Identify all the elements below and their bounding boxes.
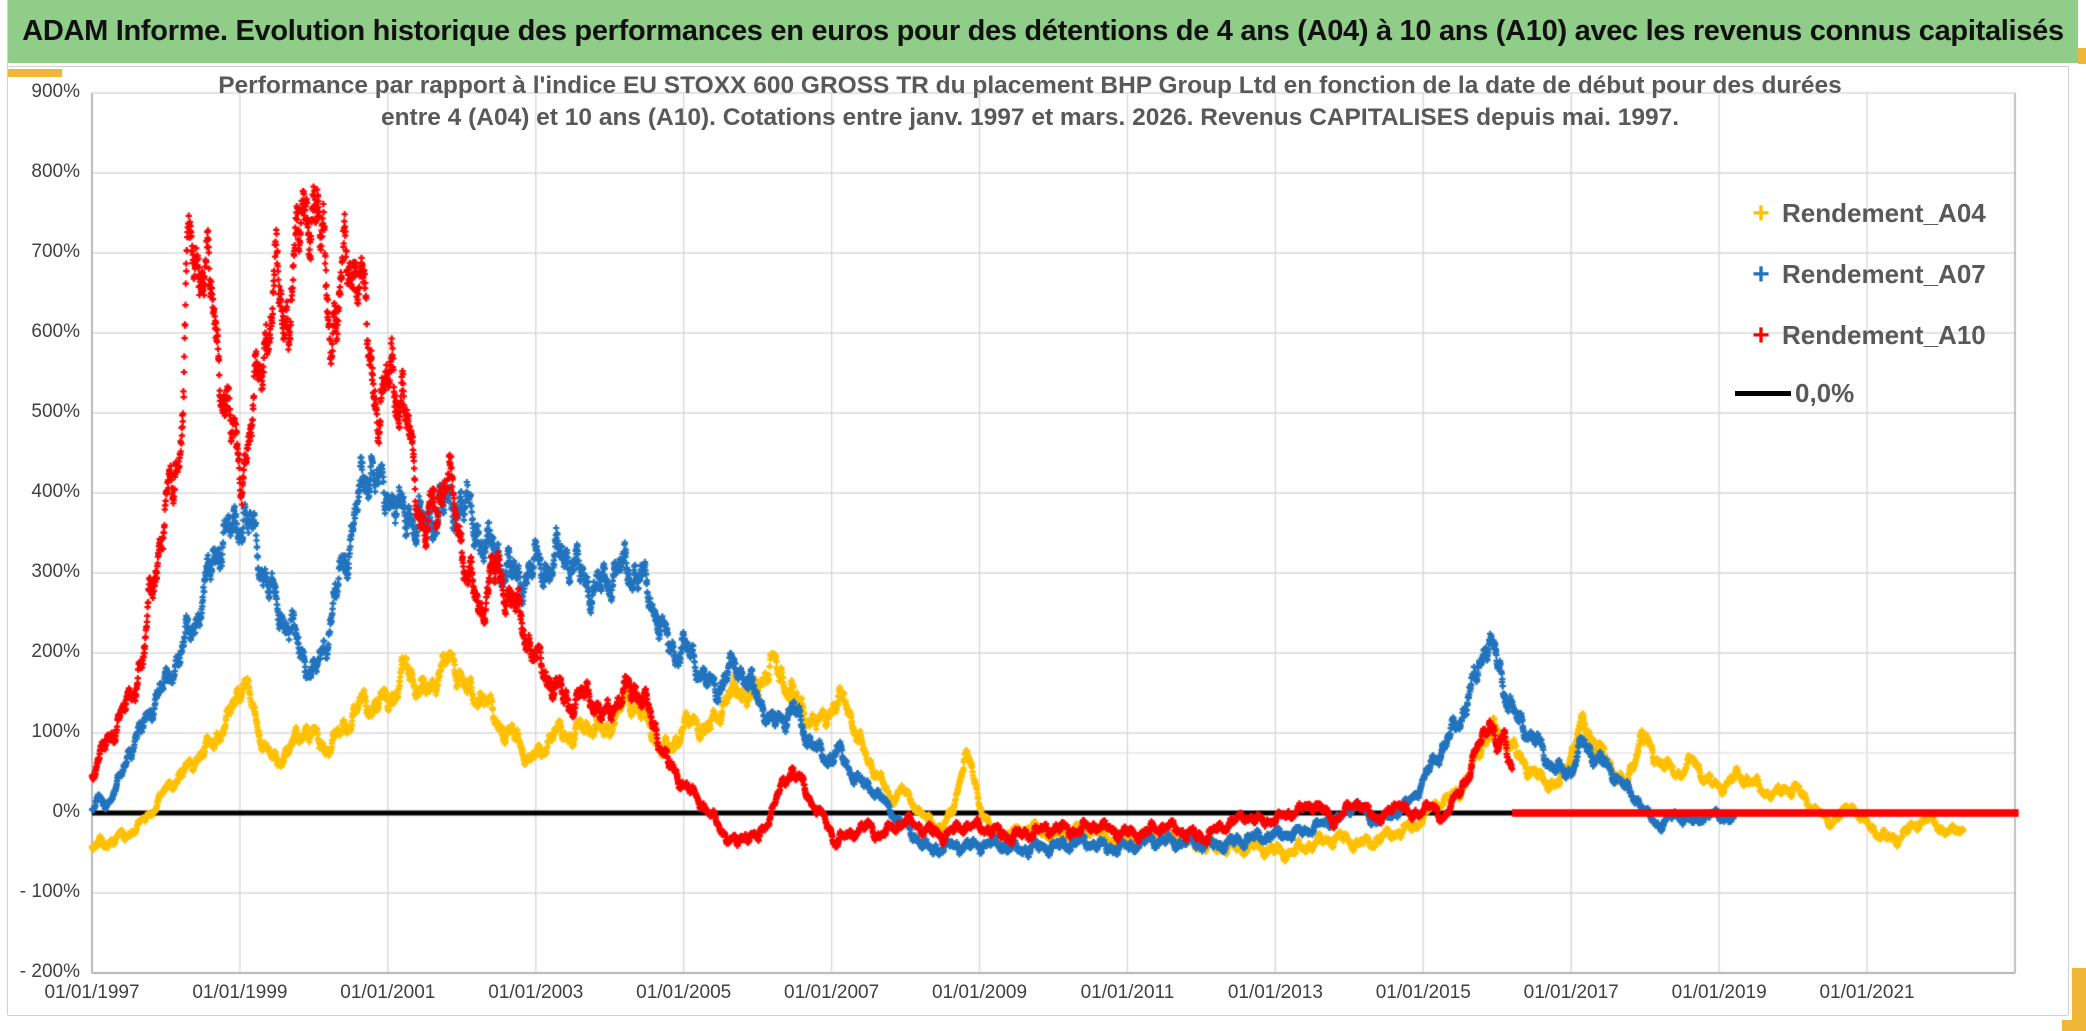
page-title: ADAM Informe. Evolution historique des p…	[22, 15, 2064, 47]
x-tick-label: 01/01/2001	[340, 982, 436, 1003]
y-tick-label: 900%	[31, 81, 80, 102]
window-left-border	[7, 0, 8, 1015]
baseline-line-swatch	[1735, 391, 1791, 396]
y-tick-label: 700%	[31, 241, 80, 262]
y-tick-label: 100%	[31, 721, 80, 742]
x-tick-label: 01/01/2005	[636, 982, 732, 1003]
x-tick-label: 01/01/2017	[1523, 982, 1619, 1003]
chart-title: Performance par rapport à l'indice EU ST…	[150, 70, 1910, 134]
window-right-border	[2068, 66, 2069, 1015]
x-tick-label: 01/01/2007	[784, 982, 880, 1003]
x-tick-label: 01/01/2019	[1671, 982, 1767, 1003]
legend-item-rendement-a04: + Rendement_A04	[1740, 198, 1986, 229]
y-tick-label: 800%	[31, 161, 80, 182]
chart-title-line1: Performance par rapport à l'indice EU ST…	[218, 72, 1842, 99]
y-tick-label: 500%	[31, 401, 80, 422]
legend-item-rendement-a07: + Rendement_A07	[1740, 259, 1986, 290]
legend-label: Rendement_A07	[1782, 259, 1986, 289]
title-banner: ADAM Informe. Evolution historique des p…	[8, 0, 2078, 63]
window-bottom-border	[8, 1015, 2068, 1016]
plus-marker-icon-a04: +	[1752, 196, 1770, 230]
y-tick-label: - 100%	[19, 881, 80, 902]
x-tick-label: 01/01/2011	[1080, 982, 1175, 1003]
x-tick-label: 01/01/2009	[931, 982, 1028, 1003]
legend-item-baseline: 0,0%	[1735, 378, 1854, 409]
chart-title-line2: entre 4 (A04) et 10 ans (A10). Cotations…	[380, 104, 1680, 131]
x-tick-label: 01/01/2003	[488, 982, 584, 1003]
plus-marker-icon-a10: +	[1752, 318, 1770, 352]
x-tick-label: 01/01/2015	[1375, 982, 1471, 1003]
header-divider	[8, 66, 2068, 67]
gold-accent-left	[8, 69, 62, 77]
plus-marker-icon-a07: +	[1752, 257, 1770, 291]
x-tick-label: 01/01/1999	[192, 982, 288, 1003]
x-tick-label: 01/01/2013	[1227, 982, 1323, 1003]
y-tick-label: 200%	[31, 641, 80, 662]
y-tick-label: - 200%	[19, 961, 80, 982]
gold-accent-top-right	[2078, 48, 2086, 64]
legend-item-rendement-a10: + Rendement_A10	[1740, 320, 1986, 351]
legend-label: Rendement_A10	[1782, 320, 1986, 350]
legend-label: 0,0%	[1795, 378, 1855, 408]
y-tick-label: 300%	[31, 561, 80, 582]
x-tick-label: 01/01/2021	[1819, 982, 1915, 1003]
gold-accent-right-strip	[2072, 968, 2086, 1031]
x-tick-label: 01/01/1997	[44, 982, 140, 1003]
gold-accent-bottom-right	[2062, 1020, 2086, 1031]
y-tick-label: 600%	[31, 321, 80, 342]
y-tick-label: 400%	[31, 481, 80, 502]
legend-label: Rendement_A04	[1782, 198, 1986, 228]
y-tick-label: 0%	[52, 801, 80, 822]
